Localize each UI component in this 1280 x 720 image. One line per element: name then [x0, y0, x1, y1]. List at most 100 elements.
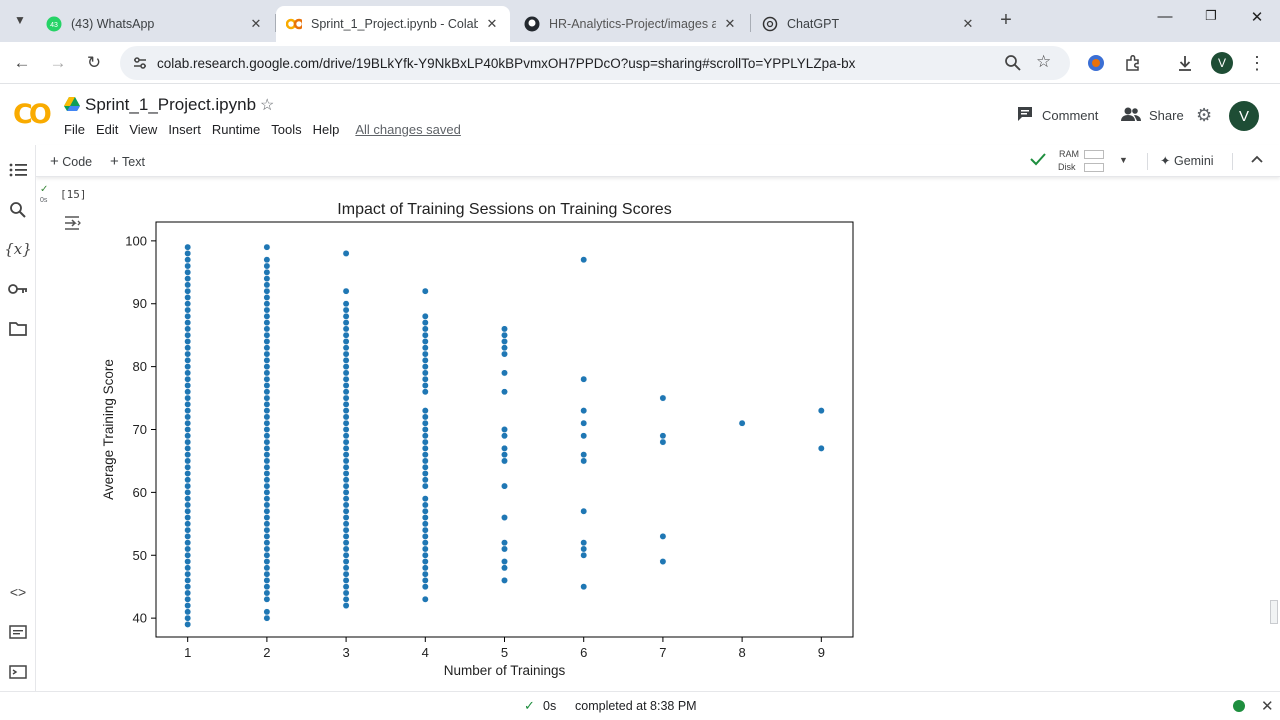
restore-icon[interactable]: ❐	[1205, 8, 1217, 23]
address-bar[interactable]: colab.research.google.com/drive/19BLkYfk…	[120, 46, 1070, 80]
browser-menu-kebab-icon[interactable]: ⋮	[1248, 52, 1266, 73]
svg-text:43: 43	[50, 22, 58, 29]
data-point	[184, 388, 192, 396]
data-point	[421, 570, 429, 578]
data-point	[421, 463, 429, 471]
browser-profile-avatar[interactable]: V	[1210, 51, 1234, 75]
new-tab-plus-icon[interactable]: +	[1000, 8, 1012, 31]
data-point	[421, 407, 429, 415]
colab-header: CO Sprint_1_Project.ipynb ☆ File Edit Vi…	[0, 85, 1280, 145]
data-point	[421, 451, 429, 459]
data-point	[184, 595, 192, 603]
data-point	[580, 539, 588, 547]
data-point	[342, 457, 350, 465]
data-point	[184, 338, 192, 345]
terminal-icon[interactable]	[6, 660, 30, 684]
tab-whatsapp[interactable]: 43 (43) WhatsApp ✕	[36, 6, 274, 42]
data-point	[342, 558, 350, 565]
close-window-icon[interactable]: ✕	[1250, 9, 1264, 26]
code-snippets-icon[interactable]: <>	[9, 584, 27, 600]
tab-close-icon[interactable]: ✕	[962, 16, 974, 31]
menu-edit[interactable]: Edit	[95, 122, 119, 137]
share-button[interactable]: Share	[1121, 106, 1184, 125]
download-icon[interactable]	[1173, 51, 1197, 75]
data-point	[184, 344, 192, 352]
menu-help[interactable]: Help	[312, 122, 340, 137]
data-point	[421, 583, 429, 591]
data-point	[263, 281, 271, 289]
data-point	[421, 564, 429, 572]
search-icon[interactable]	[6, 198, 30, 222]
data-point	[580, 432, 588, 440]
cell-execution-status: ✓ 0s	[40, 185, 48, 205]
data-point	[342, 501, 350, 509]
cell-execution-count: [15]	[60, 188, 87, 201]
data-point	[342, 426, 350, 433]
add-code-button[interactable]: + Code	[50, 153, 93, 170]
minimize-icon[interactable]: —	[1157, 8, 1173, 25]
resource-monitor[interactable]: RAM Disk	[1058, 148, 1079, 174]
data-point	[342, 476, 350, 484]
tab-close-icon[interactable]: ✕	[250, 16, 262, 31]
data-point	[501, 564, 508, 572]
data-point	[263, 356, 271, 364]
x-tick-label: 2	[263, 645, 270, 660]
y-tick-label: 60	[133, 485, 147, 500]
tab-colab[interactable]: Sprint_1_Project.ipynb - Colab ✕	[276, 6, 510, 42]
menu-runtime[interactable]: Runtime	[211, 122, 261, 137]
runtime-dropdown-icon[interactable]: ▼	[1119, 155, 1128, 165]
bookmark-star-icon[interactable]: ☆	[1036, 52, 1052, 71]
data-point	[263, 262, 271, 270]
data-point	[184, 539, 192, 547]
data-point	[580, 457, 588, 465]
data-point	[263, 583, 271, 591]
data-point	[184, 356, 192, 364]
data-point	[501, 514, 508, 521]
connected-check-icon[interactable]	[1029, 151, 1047, 172]
zoom-magnifier-icon[interactable]	[1004, 54, 1022, 77]
close-status-icon[interactable]: ✕	[1261, 698, 1274, 715]
tab-search-chevron-icon[interactable]: ▼	[14, 13, 26, 27]
page-scrollbar-thumb[interactable]	[1270, 600, 1278, 624]
menu-view[interactable]: View	[129, 122, 158, 137]
settings-gear-icon[interactable]: ⚙	[1196, 105, 1213, 125]
reload-icon[interactable]: ↻	[86, 53, 102, 72]
secrets-key-icon[interactable]	[6, 277, 30, 301]
data-point	[342, 432, 350, 440]
add-text-button[interactable]: + Text	[110, 153, 145, 170]
save-status[interactable]: All changes saved	[355, 122, 461, 137]
data-point	[184, 545, 192, 553]
data-point	[342, 482, 350, 490]
comment-button[interactable]: Comment	[1017, 106, 1098, 125]
data-point	[421, 369, 429, 377]
data-point	[421, 419, 429, 427]
site-info-icon[interactable]	[132, 55, 148, 76]
menu-tools[interactable]: Tools	[271, 122, 302, 137]
output-actions-icon[interactable]	[63, 214, 83, 232]
y-tick-label: 80	[133, 359, 147, 374]
gemini-button[interactable]: ✦ Gemini	[1160, 154, 1214, 168]
command-palette-icon[interactable]	[6, 620, 30, 644]
data-point	[184, 501, 192, 509]
tab-close-icon[interactable]: ✕	[486, 16, 498, 31]
tab-chatgpt[interactable]: ChatGPT ✕	[752, 6, 986, 42]
menu-file[interactable]: File	[64, 122, 85, 137]
variables-icon[interactable]: {x}	[4, 240, 32, 258]
extensions-puzzle-icon[interactable]	[1121, 51, 1145, 75]
tab-close-icon[interactable]: ✕	[724, 16, 736, 31]
back-arrow-icon[interactable]: ←	[13, 53, 31, 72]
notebook-title[interactable]: Sprint_1_Project.ipynb	[85, 95, 257, 114]
menu-insert[interactable]: Insert	[168, 122, 201, 137]
extension-logo-icon[interactable]	[1084, 51, 1108, 75]
files-folder-icon[interactable]	[6, 316, 30, 340]
colab-logo[interactable]: CO	[13, 99, 52, 130]
tab-github[interactable]: HR-Analytics-Project/images at ✕	[514, 6, 748, 42]
user-avatar[interactable]: V	[1229, 101, 1259, 131]
table-of-contents-icon[interactable]	[6, 158, 30, 182]
x-tick-label: 6	[580, 645, 587, 660]
star-notebook-icon[interactable]: ☆	[260, 97, 275, 114]
data-point	[342, 413, 350, 421]
data-point	[342, 382, 350, 389]
collapse-chevron-up-icon[interactable]	[1250, 152, 1264, 171]
forward-arrow-icon[interactable]: →	[49, 53, 67, 72]
